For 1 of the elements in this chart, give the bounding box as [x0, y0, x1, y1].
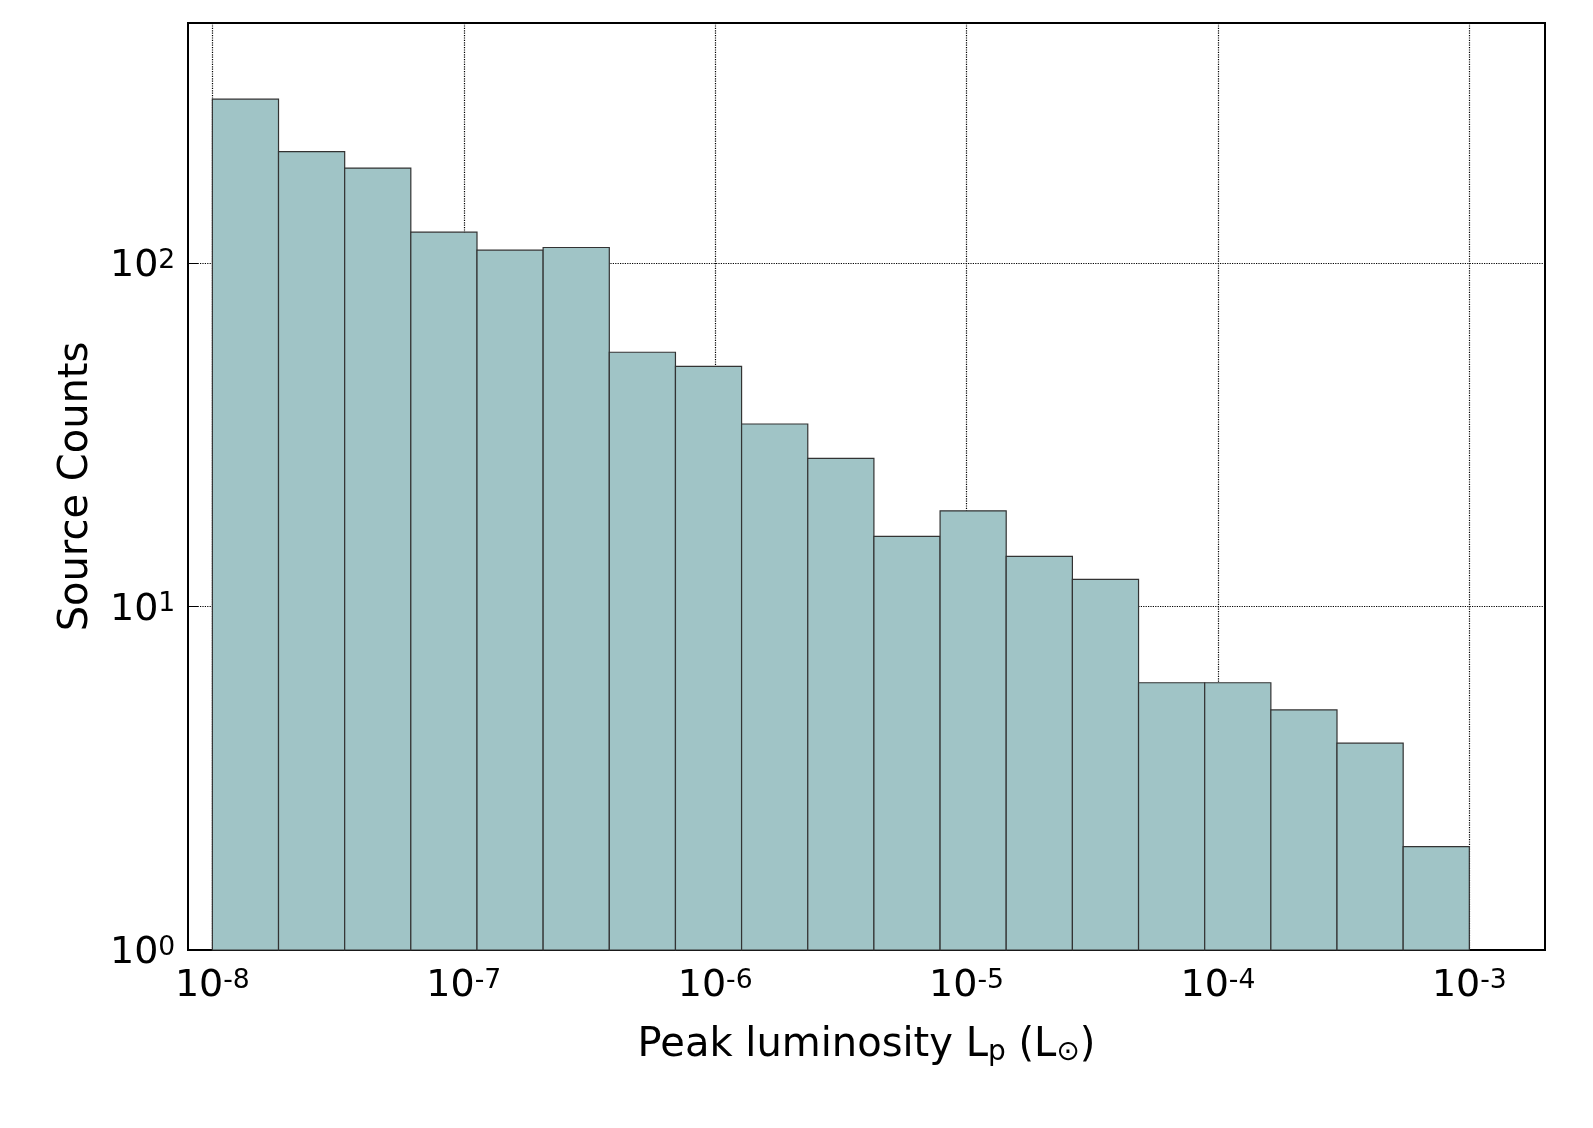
y-axis-title: Source Counts: [50, 341, 96, 632]
